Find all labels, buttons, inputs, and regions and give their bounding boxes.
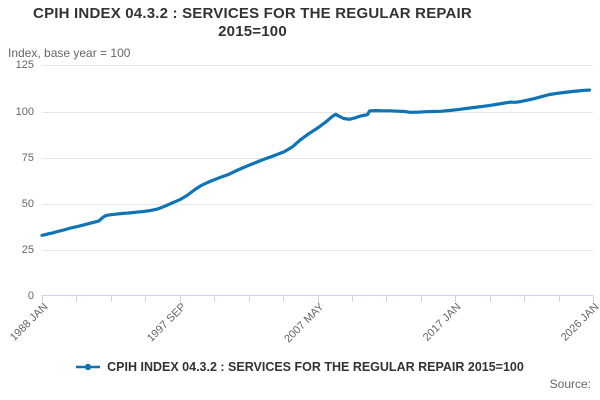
chart-title: CPIH INDEX 04.3.2 : SERVICES FOR THE REG… (33, 5, 472, 40)
y-tick-label: 100 (15, 105, 34, 118)
legend: CPIH INDEX 04.3.2 : SERVICES FOR THE REG… (0, 360, 600, 374)
line-chart-plot (40, 65, 594, 302)
y-tick-label: 25 (21, 243, 34, 256)
y-tick-label: 0 (27, 290, 34, 302)
legend-label: CPIH INDEX 04.3.2 : SERVICES FOR THE REG… (107, 360, 524, 374)
y-tick-label: 75 (21, 151, 34, 164)
y-tick-label: 50 (21, 197, 34, 210)
y-axis-unit-label: Index, base year = 100 (8, 46, 131, 60)
y-tick-label: 125 (15, 59, 34, 72)
series-line (40, 88, 592, 237)
series-line-marker-icon (76, 363, 101, 371)
source-label: Source: (549, 377, 591, 391)
legend-item-series[interactable]: CPIH INDEX 04.3.2 : SERVICES FOR THE REG… (76, 360, 524, 374)
